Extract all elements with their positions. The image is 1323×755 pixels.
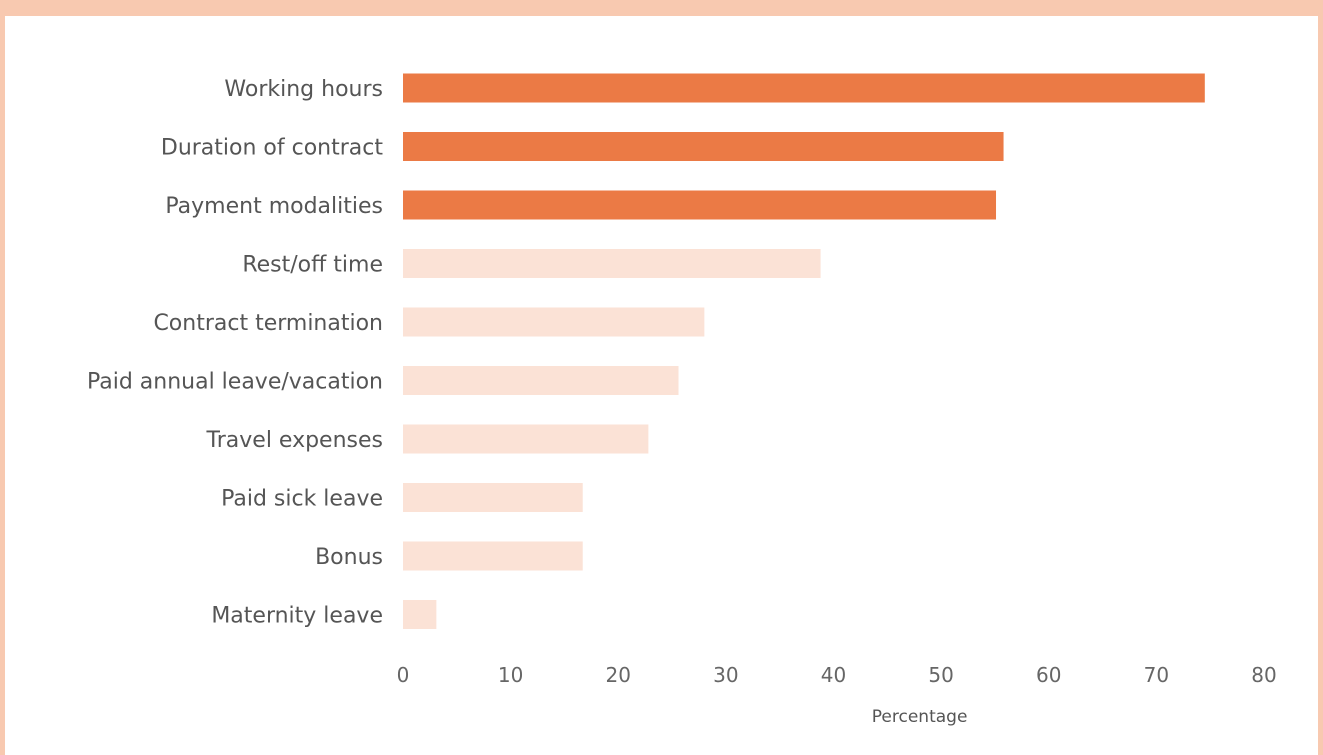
x-axis-title: Percentage (872, 707, 968, 727)
bar-paid-sick-leave (403, 483, 583, 512)
x-tick-label: 10 (498, 663, 523, 687)
category-label: Rest/off time (242, 253, 383, 278)
x-tick-label: 30 (713, 663, 738, 687)
category-label: Contract termination (153, 311, 383, 336)
x-tick-label: 50 (928, 663, 953, 687)
x-tick-label: 40 (821, 663, 846, 687)
bar-duration-of-contract (403, 132, 1004, 161)
bar-payment-modalities (403, 190, 997, 220)
x-tick-label: 70 (1144, 663, 1169, 687)
bars-group (403, 73, 1205, 629)
x-tick-label: 20 (606, 663, 631, 687)
category-label: Paid annual leave/vacation (87, 370, 383, 395)
bar-bonus (403, 541, 583, 571)
category-label: Maternity leave (211, 604, 383, 629)
category-label: Payment modalities (165, 194, 383, 219)
category-label: Bonus (315, 545, 383, 570)
category-label: Paid sick leave (221, 487, 383, 512)
category-label: Duration of contract (161, 136, 383, 161)
category-label: Travel expenses (206, 428, 383, 453)
x-tick-label: 0 (397, 663, 410, 687)
bar-paid-annual-leave-vacation (403, 366, 679, 395)
bar-maternity-leave (403, 600, 437, 629)
x-tick-label: 60 (1036, 663, 1061, 687)
bar-working-hours (403, 73, 1205, 103)
bar-contract-termination (403, 307, 705, 337)
category-label: Working hours (224, 77, 383, 102)
x-tick-label: 80 (1251, 663, 1276, 687)
bar-rest-off-time (403, 249, 821, 278)
bar-travel-expenses (403, 424, 649, 454)
x-tick-labels-group: 0 10 20 30 40 50 60 70 80 (397, 663, 1277, 687)
category-labels-group: Working hours Duration of contract Payment… (87, 77, 383, 629)
